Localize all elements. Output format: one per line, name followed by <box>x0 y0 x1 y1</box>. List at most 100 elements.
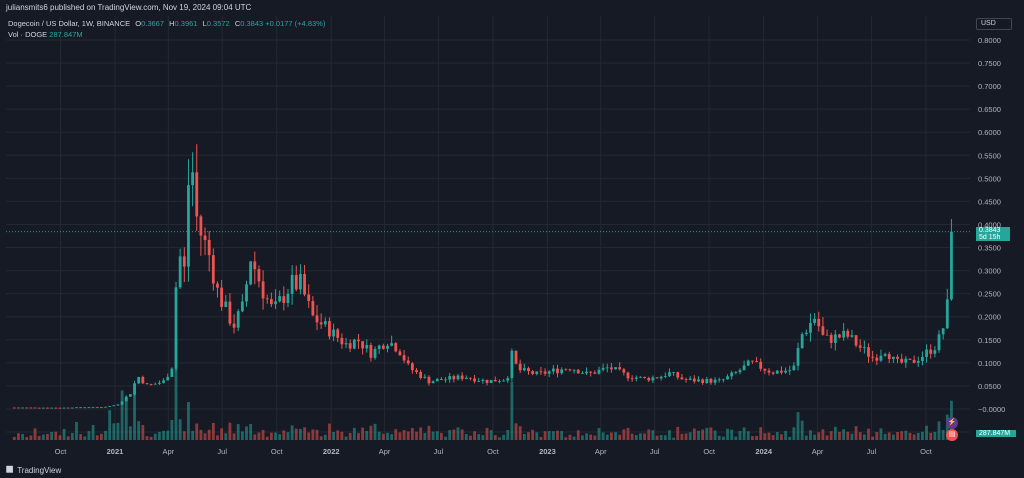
volume-bar <box>319 436 323 440</box>
volume-bar <box>70 433 74 440</box>
volume-bar <box>891 434 895 440</box>
candle-body <box>809 322 812 333</box>
volume-bar <box>12 436 16 440</box>
volume-bar <box>597 428 601 440</box>
candle-body <box>145 383 149 385</box>
calendar-icon[interactable]: ▤ <box>946 429 958 441</box>
volume-bar <box>825 435 829 440</box>
candle-body <box>104 406 107 408</box>
volume-bar <box>514 423 518 440</box>
volume-bar <box>663 435 667 440</box>
volume-bar <box>767 432 771 440</box>
candle-body <box>701 379 705 384</box>
candle-body <box>705 378 709 384</box>
candle-body <box>435 379 439 382</box>
candle-body <box>286 293 290 303</box>
lightning-icon[interactable]: ⚡ <box>946 417 958 429</box>
candle-body <box>182 256 186 267</box>
volume-bar <box>444 436 447 440</box>
volume-bar <box>651 430 655 440</box>
price-tick-label: 0.6000 <box>978 128 1001 137</box>
time-tick-label: 2022 <box>323 447 340 456</box>
volume-bar <box>162 430 165 440</box>
candle-body <box>17 407 20 409</box>
candle-body <box>124 396 128 402</box>
volume-bar <box>904 430 908 440</box>
volume-bar <box>929 432 933 440</box>
currency-button[interactable]: USD <box>976 18 1012 30</box>
volume-bar <box>730 429 734 440</box>
candle-body <box>240 301 244 312</box>
symbol-name[interactable]: Dogecoin / US Dollar, 1W, BINANCE <box>8 19 131 28</box>
volume-bar <box>796 412 800 440</box>
candle-body <box>493 379 497 382</box>
volume-bar <box>207 429 211 440</box>
candle-body <box>862 347 866 348</box>
volume-bar <box>464 433 468 440</box>
volume-bar <box>228 422 232 440</box>
candle-body <box>879 355 883 361</box>
candle-body <box>780 370 783 373</box>
candle-body <box>527 368 530 372</box>
candle-body <box>759 361 763 369</box>
candle-body <box>929 349 933 354</box>
candle-body <box>141 376 145 384</box>
volume-bar <box>522 433 526 440</box>
candle-body <box>788 370 792 372</box>
candle-body <box>149 384 153 385</box>
price-tick-label: 0.7500 <box>978 59 1001 68</box>
volume-bar <box>357 433 360 440</box>
tradingview-logo[interactable]: ⯀ TradingView <box>6 465 61 476</box>
candle-body <box>12 407 16 409</box>
volume-bar <box>124 397 128 440</box>
candle-body <box>726 376 729 380</box>
candle-body <box>854 335 858 346</box>
candle-body <box>506 378 510 381</box>
volume-bar <box>618 434 622 440</box>
volume-bar <box>83 436 87 440</box>
candle-body <box>406 360 410 364</box>
price-tick-label: 0.5500 <box>978 151 1001 160</box>
volume-bar <box>390 434 394 440</box>
candle-body <box>290 275 294 294</box>
volume-bar <box>406 431 410 440</box>
volume-bar <box>601 432 605 440</box>
candle-body <box>199 216 203 236</box>
volume-bar <box>788 436 792 440</box>
tv-icon: ⯀ <box>6 465 14 475</box>
candle-body <box>365 345 369 349</box>
volume-bar <box>99 433 103 440</box>
low-value: 0.3572 <box>206 19 230 28</box>
volume-bar <box>668 430 671 440</box>
volume-bar <box>91 424 95 440</box>
volume-bar <box>726 428 729 440</box>
candle-body <box>253 261 257 270</box>
candle-body <box>245 284 248 302</box>
volume-bar <box>199 429 203 440</box>
time-tick-label: Jul <box>217 447 227 456</box>
volume-bar <box>220 428 224 440</box>
candle-body <box>900 358 904 363</box>
candle-body <box>70 407 74 409</box>
volume-bar <box>328 423 331 440</box>
candle-body <box>784 370 787 373</box>
candle-body <box>50 407 54 409</box>
volume-bar <box>104 430 107 440</box>
volume-bar <box>717 435 721 440</box>
candle-body <box>323 321 327 325</box>
candle-body <box>62 407 66 409</box>
candle-body <box>659 376 663 379</box>
candle-body <box>220 287 224 307</box>
volume-bar <box>610 432 613 440</box>
candle-body <box>211 255 215 284</box>
time-axis: Oct 2021 Apr Jul Oct 2022 Apr Jul Oct 2023 Apr Jul O… <box>55 447 933 456</box>
candle-body <box>800 334 804 349</box>
candle-body <box>941 328 945 335</box>
candle-body <box>597 369 601 374</box>
volume-label[interactable]: Vol · DOGE <box>8 30 48 39</box>
time-tick-label: 2023 <box>539 447 556 456</box>
candle-body <box>469 377 472 379</box>
candle-body <box>887 354 891 359</box>
volume-bar <box>846 431 850 440</box>
